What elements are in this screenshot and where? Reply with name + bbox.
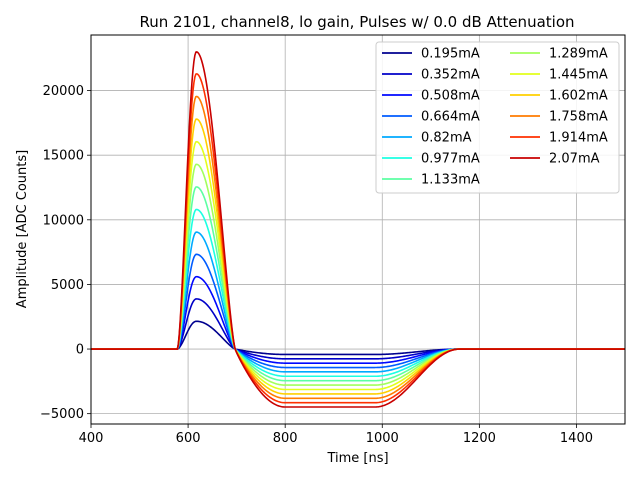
legend-entry-label: 0.977mA — [421, 152, 480, 167]
x-axis-label: Time [ns] — [326, 451, 388, 466]
x-tick-label: 1000 — [366, 431, 399, 446]
legend-entry-label: 1.445mA — [549, 68, 608, 83]
legend-entry-label: 0.508mA — [421, 89, 480, 104]
x-tick-label: 400 — [79, 431, 104, 446]
y-tick-label: 5000 — [51, 278, 84, 293]
legend-box — [375, 41, 620, 194]
legend: 0.195mA 0.352mA 0.508mA 0.664mA 0.82mA 0.977m… — [375, 41, 620, 194]
plot-frame — [90, 34, 626, 425]
y-tick-label: 0 — [76, 343, 84, 358]
y-tick-label: 10000 — [43, 213, 84, 228]
legend-entry-label: 0.664mA — [421, 110, 480, 125]
legend-entry-label: 0.352mA — [421, 68, 480, 83]
series-layer — [91, 51, 625, 408]
legend-entry-label: 1.602mA — [549, 89, 608, 104]
x-tick-label: 1400 — [560, 431, 593, 446]
x-tick-label: 600 — [176, 431, 201, 446]
y-axis-label: Amplitude [ADC Counts] — [15, 150, 30, 308]
series-line-2.07mA — [91, 51, 625, 408]
x-tick-label: 800 — [273, 431, 298, 446]
legend-entry-label: 1.914mA — [549, 131, 608, 146]
tick-layer: 400 600 800 1000 1200 1400 −5000 0 5000 10000 1500… — [40, 84, 593, 446]
chart-title: Run 2101, channel8, lo gain, Pulses w/ 0… — [139, 13, 574, 31]
legend-entry-label: 1.133mA — [421, 173, 480, 188]
legend-entry-label: 0.195mA — [421, 47, 480, 62]
y-tick-label: 15000 — [43, 149, 84, 164]
legend-entry-label: 0.82mA — [421, 131, 472, 146]
y-tick-label: −5000 — [40, 407, 84, 422]
legend-entry-label: 1.758mA — [549, 110, 608, 125]
legend-entry-label: 1.289mA — [549, 47, 608, 62]
x-tick-label: 1200 — [463, 431, 496, 446]
legend-entry-label: 2.07mA — [549, 152, 600, 167]
y-tick-label: 20000 — [43, 84, 84, 99]
